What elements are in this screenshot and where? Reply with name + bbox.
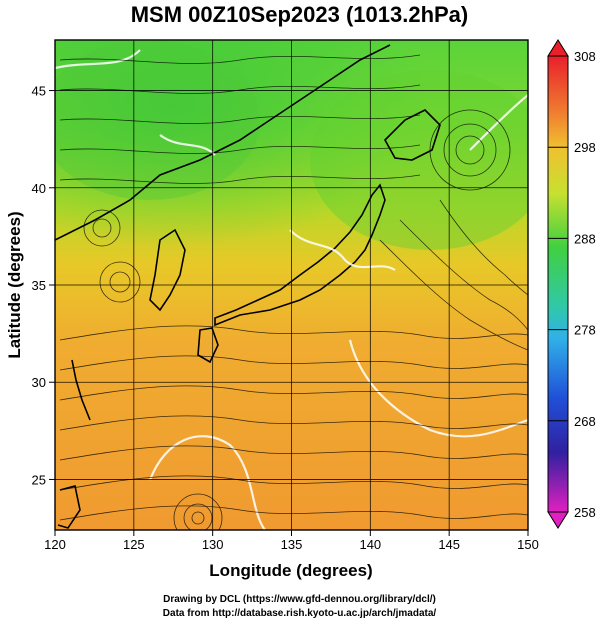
y-tick-label: 40: [32, 181, 46, 196]
x-tick-label: 135: [281, 537, 303, 552]
credit-data-source: Data from http://database.rish.kyoto-u.a…: [162, 608, 437, 619]
credit-drawing: Drawing by DCL (https://www.gfd-dennou.o…: [163, 594, 436, 605]
y-tick-label: 35: [32, 278, 46, 293]
x-tick-label: 145: [438, 537, 460, 552]
colorbar-bar: [547, 55, 569, 513]
colorbar-label: 308: [574, 49, 596, 64]
colorbar-label: 258: [574, 505, 596, 520]
y-tick-label: 30: [32, 375, 46, 390]
colorbar-bottom-arrow: [547, 511, 569, 529]
colorbar: 308 298 288 278 268 258: [547, 39, 596, 529]
x-axis: 120 125 130 135 140 145 150: [44, 530, 539, 552]
x-tick-label: 130: [202, 537, 224, 552]
y-tick-label: 45: [32, 84, 46, 99]
colorbar-label: 288: [574, 231, 596, 246]
map-title: MSM 00Z10Sep2023 (1013.2hPa): [130, 2, 469, 27]
gridlines: [55, 40, 528, 530]
x-axis-label: Longitude (degrees): [209, 561, 372, 580]
wind-streamlines: [59, 54, 528, 530]
colorbar-label: 278: [574, 323, 596, 338]
x-tick-label: 125: [123, 537, 145, 552]
y-axis-label: Latitude (degrees): [5, 211, 24, 358]
y-axis: 25 30 35 40 45: [32, 84, 55, 487]
colorbar-label: 268: [574, 414, 596, 429]
colorbar-top-arrow: [547, 39, 569, 57]
x-tick-label: 120: [44, 537, 66, 552]
x-tick-label: 140: [359, 537, 381, 552]
x-tick-label: 150: [517, 537, 539, 552]
colorbar-label: 298: [574, 140, 596, 155]
y-tick-label: 25: [32, 472, 46, 487]
coastlines: [55, 44, 441, 529]
